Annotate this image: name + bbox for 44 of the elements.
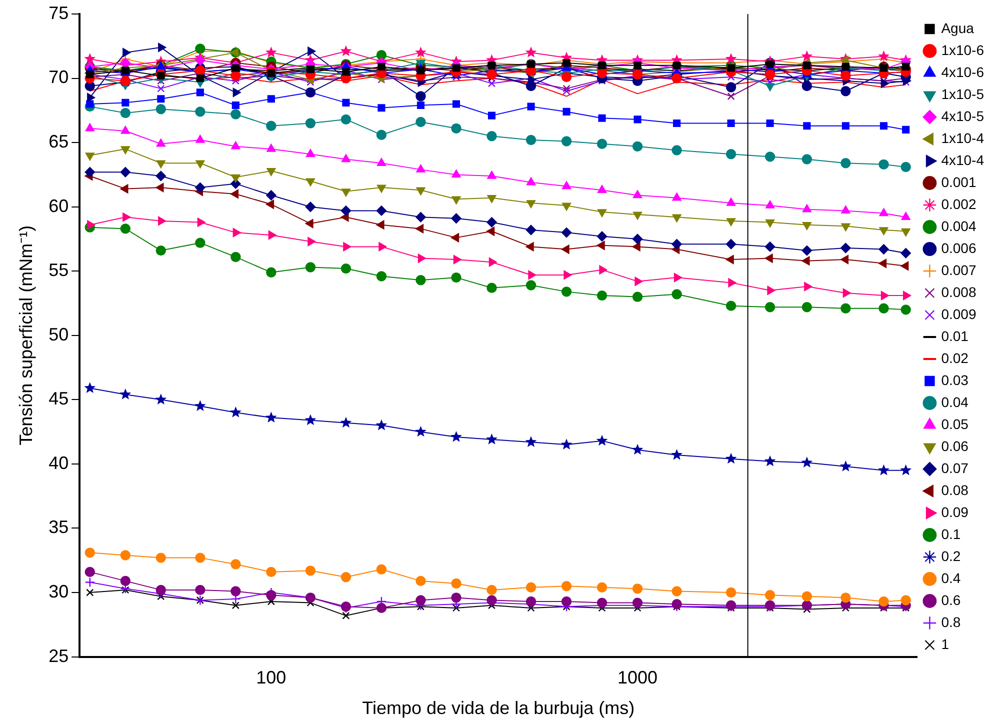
legend-label: 0.001 (941, 174, 976, 190)
y-tick-label: 30 (48, 581, 69, 602)
legend-label: 1x10-5 (941, 86, 984, 102)
legend-label: 0.006 (941, 240, 976, 256)
legend-label: 0.02 (941, 350, 969, 366)
legend-label: 0.04 (941, 394, 969, 410)
y-tick-label: 50 (48, 324, 69, 344)
legend-label: 0.09 (941, 504, 969, 520)
legend-label: 0.03 (941, 372, 969, 388)
x-tick-label: 1000 (617, 668, 658, 688)
y-tick-label: 75 (48, 2, 69, 23)
y-tick-label: 45 (48, 388, 69, 409)
y-tick-label: 25 (48, 646, 69, 666)
legend-label: 0.05 (941, 416, 969, 432)
legend-label: 0.08 (941, 482, 969, 498)
legend-label: 4x10-5 (941, 108, 984, 124)
legend-label: 0.009 (941, 306, 976, 322)
legend-label: 4x10-6 (941, 64, 984, 80)
legend-label: 1 (941, 636, 950, 652)
legend-label: 0.1 (941, 526, 961, 542)
legend-label: 0.4 (941, 570, 961, 586)
legend-label: 0.004 (941, 218, 976, 234)
y-tick-label: 70 (48, 67, 69, 88)
legend-label: 0.07 (941, 460, 969, 476)
x-axis-title: Tiempo de vida de la burbuja (ms) (362, 698, 635, 718)
y-tick-label: 65 (48, 132, 69, 152)
y-tick-label: 40 (48, 452, 69, 473)
y-tick-label: 55 (48, 260, 69, 280)
y-tick-label: 60 (48, 196, 69, 216)
legend-label: 0.8 (941, 614, 961, 630)
y-tick-label: 35 (48, 517, 69, 538)
legend-label: 1x10-6 (941, 42, 984, 58)
legend-label: 0.6 (941, 592, 961, 608)
legend-label: 0.01 (941, 328, 969, 344)
legend-label: 0.06 (941, 438, 969, 454)
legend-label: 0.002 (941, 196, 976, 212)
legend-label: 0.008 (941, 284, 976, 300)
legend-label: 1x10-4 (941, 130, 984, 146)
x-tick-label: 100 (256, 668, 286, 688)
legend-label: 0.2 (941, 548, 961, 564)
y-axis-title: Tensión superficial (mNm⁻¹) (16, 225, 36, 446)
legend-label: 4x10-4 (941, 152, 984, 168)
legend-label: 0.007 (941, 262, 976, 278)
legend-label: Agua (941, 20, 974, 36)
